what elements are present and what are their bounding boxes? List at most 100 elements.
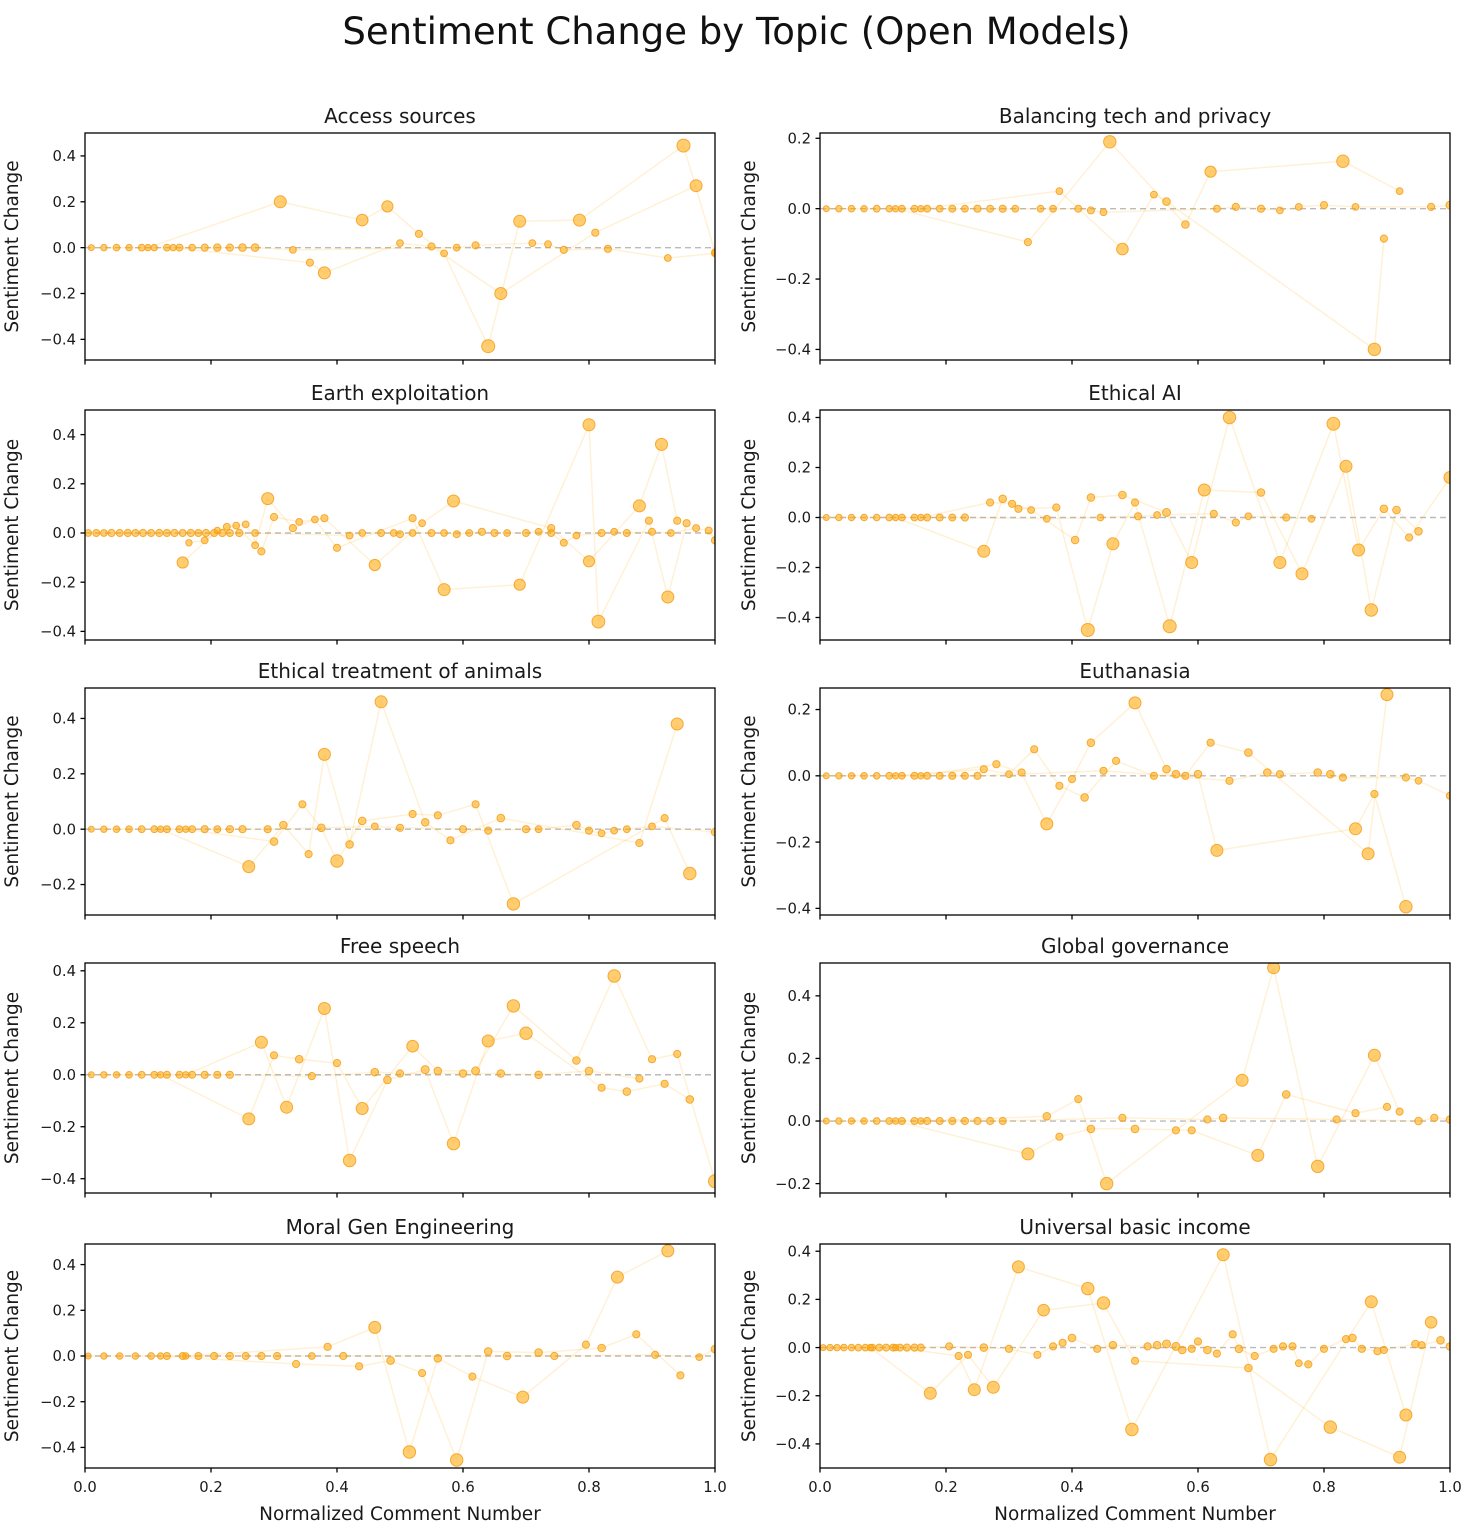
y-tick-label: −0.2 — [775, 834, 811, 851]
data-point — [1112, 756, 1121, 766]
data-point — [1244, 512, 1253, 521]
data-point — [692, 524, 701, 533]
data-point — [447, 494, 460, 508]
data-point — [603, 244, 613, 253]
data-point — [660, 814, 669, 823]
data-point — [683, 866, 697, 881]
data-point — [917, 205, 925, 213]
data-point — [910, 1117, 919, 1125]
data-point — [891, 1343, 900, 1352]
y-axis-label: Sentiment Change — [2, 715, 23, 887]
data-point — [1052, 503, 1061, 512]
data-point — [144, 243, 152, 252]
data-point — [534, 1070, 543, 1080]
data-point — [833, 1343, 841, 1352]
data-point — [948, 1116, 957, 1126]
data-point — [917, 1117, 925, 1125]
data-point — [872, 204, 881, 213]
data-point — [1103, 135, 1117, 149]
data-point — [547, 524, 556, 533]
subplot-balancing-tech-and-privacy: Balancing tech and privacy Sentiment Chan… — [737, 100, 1473, 380]
data-point — [433, 1354, 443, 1363]
data-point — [917, 513, 925, 522]
data-point — [100, 529, 108, 537]
data-point — [597, 529, 606, 537]
data-point — [225, 243, 234, 252]
data-point — [872, 1117, 881, 1125]
data-point — [317, 1002, 331, 1015]
data-point — [87, 1071, 95, 1079]
data-point — [200, 825, 209, 834]
chart-canvas: Ethical treatment of animals Sentiment Ch… — [2, 659, 716, 920]
data-point — [1008, 499, 1017, 508]
y-tick-label: 0.4 — [52, 711, 76, 728]
data-point — [522, 529, 530, 537]
chart-canvas: Moral Gen Engineering Sentiment Change −0.… — [2, 1215, 727, 1525]
data-point — [484, 826, 493, 835]
data-point — [582, 555, 596, 568]
data-point — [317, 266, 331, 280]
data-point — [269, 837, 279, 846]
data-point — [194, 1352, 203, 1360]
data-point — [847, 772, 856, 780]
data-point — [1445, 200, 1450, 210]
y-axis-label: Sentiment Change — [2, 160, 23, 332]
y-tick-label: 0.2 — [52, 476, 76, 493]
data-point — [414, 229, 423, 238]
data-point — [635, 1074, 644, 1083]
data-point — [131, 529, 140, 537]
data-point — [695, 1353, 704, 1362]
data-point — [305, 258, 314, 267]
data-point — [923, 771, 932, 780]
data-point — [1027, 506, 1036, 514]
data-point — [162, 529, 171, 537]
data-point — [295, 518, 304, 526]
data-point — [1049, 1342, 1058, 1351]
chart-canvas: Euthanasia Sentiment Change −0.4 −0.2 0.0 0.2 — [739, 659, 1451, 920]
data-point — [494, 287, 508, 300]
data-point — [437, 583, 451, 597]
data-point — [358, 529, 367, 537]
x-tick-label: 0.4 — [1060, 1479, 1084, 1496]
data-point — [948, 771, 957, 780]
y-tick-label: 0.0 — [787, 201, 811, 218]
data-point — [948, 204, 957, 213]
y-tick-label: 0.0 — [787, 510, 811, 527]
data-point — [1395, 1107, 1404, 1116]
data-point — [440, 249, 449, 258]
data-point — [979, 1343, 989, 1352]
data-point — [292, 1359, 301, 1369]
data-point — [1364, 603, 1378, 617]
x-tick-label: 0.0 — [808, 1479, 832, 1496]
data-point — [1326, 769, 1335, 779]
data-point — [185, 539, 193, 547]
series-line — [895, 1252, 1407, 1462]
data-point — [182, 825, 190, 833]
data-point — [506, 999, 521, 1013]
subplot-global-governance: Global governance Sentiment Change −0.2 0.0… — [737, 930, 1473, 1207]
data-point — [1311, 1159, 1325, 1174]
data-point — [986, 1116, 995, 1126]
data-point — [1042, 1112, 1052, 1121]
data-point — [1086, 206, 1095, 215]
data-point — [150, 1070, 159, 1079]
data-point — [1352, 543, 1366, 557]
data-point — [332, 543, 342, 552]
data-point — [1193, 1337, 1203, 1346]
data-point — [885, 513, 894, 522]
y-tick-label: 0.2 — [787, 130, 811, 147]
data-point — [446, 1136, 461, 1151]
data-point — [317, 823, 326, 833]
data-point — [513, 214, 527, 228]
data-point — [112, 1071, 121, 1079]
y-tick-label: −0.2 — [775, 1388, 811, 1405]
subplot-title: Universal basic income — [1019, 1215, 1250, 1239]
data-point — [213, 825, 222, 834]
data-point — [898, 204, 906, 213]
series-line — [160, 974, 715, 1182]
data-point — [973, 204, 982, 213]
data-point — [1370, 789, 1379, 799]
data-point — [661, 1244, 675, 1258]
data-point — [222, 522, 231, 531]
data-point — [125, 825, 133, 833]
